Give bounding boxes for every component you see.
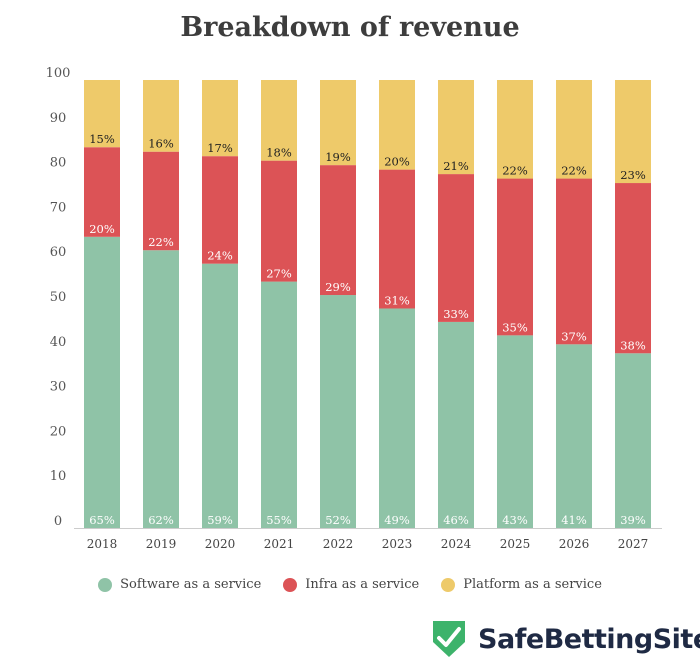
y-tick-label: 90 xyxy=(50,111,67,126)
data-label: 43% xyxy=(502,513,528,527)
y-tick-label: 20 xyxy=(50,424,67,439)
y-tick-label: 80 xyxy=(50,156,67,171)
x-tick-label: 2020 xyxy=(205,537,236,551)
bar-segment xyxy=(261,80,297,161)
legend-item-paas: Platform as a service xyxy=(441,577,602,592)
x-tick-label: 2022 xyxy=(323,537,354,551)
bar-segment xyxy=(202,263,238,528)
data-label: 65% xyxy=(89,513,115,527)
y-tick-label: 60 xyxy=(50,245,67,260)
bar-segment xyxy=(556,178,592,345)
chart-title: Breakdown of revenue xyxy=(180,12,520,43)
y-tick-label: 30 xyxy=(50,380,67,395)
x-tick-label: 2021 xyxy=(264,537,295,551)
x-tick-label: 2018 xyxy=(87,537,118,551)
data-label: 62% xyxy=(148,513,174,527)
bar-segment xyxy=(615,80,651,184)
data-label: 41% xyxy=(561,513,587,527)
x-tick-label: 2027 xyxy=(618,537,649,551)
data-label: 52% xyxy=(325,513,351,527)
legend-swatch xyxy=(98,577,113,592)
bar-segment xyxy=(438,80,474,175)
bar-segment xyxy=(143,80,179,152)
data-label: 22% xyxy=(502,164,528,178)
bar-segment xyxy=(261,281,297,528)
data-label: 27% xyxy=(266,267,292,281)
y-tick-label: 100 xyxy=(46,66,71,81)
data-label: 15% xyxy=(89,132,115,146)
data-label: 18% xyxy=(266,146,292,160)
y-tick-label: 50 xyxy=(50,290,67,305)
bar-segment xyxy=(261,160,297,282)
data-label: 22% xyxy=(561,164,587,178)
bar-segment xyxy=(320,165,356,296)
bar-segment xyxy=(615,183,651,354)
bar-segment xyxy=(320,295,356,528)
bar-segment xyxy=(379,308,415,528)
data-label: 17% xyxy=(207,141,233,155)
bar-segment xyxy=(84,80,120,148)
legend-label: Platform as a service xyxy=(463,577,602,592)
bar-segment xyxy=(379,169,415,309)
legend-label: Software as a service xyxy=(120,577,262,592)
legend: Software as a service Infra as a service… xyxy=(0,577,700,592)
data-label: 38% xyxy=(620,338,646,352)
x-tick-label: 2024 xyxy=(441,537,472,551)
legend-swatch xyxy=(441,577,456,592)
data-label: 46% xyxy=(443,513,469,527)
data-label: 24% xyxy=(207,249,233,263)
bar-segment xyxy=(202,156,238,264)
bar-segment xyxy=(497,178,533,336)
bar-segment xyxy=(556,344,592,528)
legend-item-saas: Software as a service xyxy=(98,577,261,592)
data-label: 22% xyxy=(148,235,174,249)
bar-segment xyxy=(556,80,592,179)
data-label: 55% xyxy=(266,513,292,527)
bar-segment xyxy=(615,353,651,528)
data-label: 59% xyxy=(207,513,233,527)
bar-segment xyxy=(438,321,474,528)
bar-segment xyxy=(84,236,120,529)
logo-text: SafeBettingSites xyxy=(478,623,700,655)
data-label: 19% xyxy=(325,150,351,164)
bar-segment xyxy=(202,80,238,157)
data-label: 33% xyxy=(443,307,469,321)
x-tick-label: 2025 xyxy=(500,537,531,551)
bar-segment xyxy=(497,80,533,179)
legend-swatch xyxy=(283,577,298,592)
x-tick-label: 2026 xyxy=(559,537,590,551)
legend-item-iaas: Infra as a service xyxy=(283,577,419,592)
data-label: 21% xyxy=(443,159,469,173)
x-tick-label: 2019 xyxy=(146,537,177,551)
bar-segment xyxy=(320,80,356,166)
y-tick-label: 70 xyxy=(50,200,67,215)
data-label: 20% xyxy=(384,155,410,169)
y-tick-label: 10 xyxy=(50,469,67,484)
data-label: 35% xyxy=(502,320,528,334)
bar-segment xyxy=(143,151,179,251)
data-label: 29% xyxy=(325,280,351,294)
y-tick-label: 40 xyxy=(50,335,67,350)
data-label: 49% xyxy=(384,513,410,527)
legend-label: Infra as a service xyxy=(305,577,420,592)
bar-segment xyxy=(497,335,533,528)
brand-logo: SafeBettingSites xyxy=(432,620,700,658)
bar-segment xyxy=(143,250,179,529)
bar-segment xyxy=(84,147,120,237)
data-label: 23% xyxy=(620,168,646,182)
data-label: 37% xyxy=(561,329,587,343)
bar-segment xyxy=(438,174,474,322)
data-label: 39% xyxy=(620,513,646,527)
x-tick-label: 2023 xyxy=(382,537,413,551)
data-label: 20% xyxy=(89,222,115,236)
bar-segment xyxy=(379,80,415,170)
shield-check-icon xyxy=(433,621,465,657)
y-tick-label: 0 xyxy=(54,514,62,529)
data-label: 16% xyxy=(148,137,174,151)
data-label: 31% xyxy=(384,293,410,307)
